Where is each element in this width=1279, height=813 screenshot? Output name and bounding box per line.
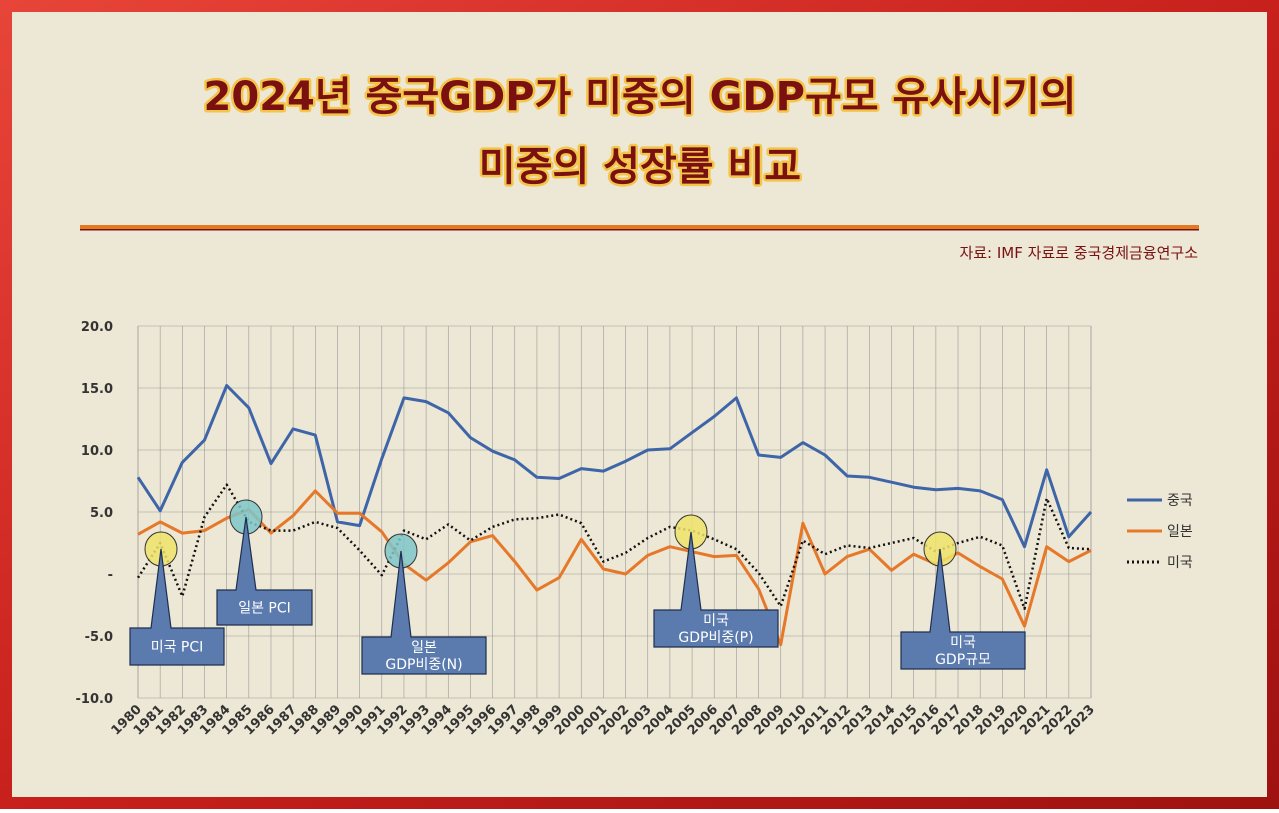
callout-box	[129, 548, 225, 666]
source: 자료: IMF 자료로 중국경제금융연구소	[959, 244, 1198, 262]
callout-box	[361, 550, 487, 675]
callout-box	[216, 516, 313, 626]
title-line: 2024년 중국GDP가 미중의 GDP규모 유사시기의	[204, 74, 1077, 120]
callout-box	[900, 548, 1026, 670]
callout-text: 일본	[411, 640, 437, 656]
title-rule	[80, 225, 1199, 229]
legend-label: 일본	[1167, 524, 1193, 540]
title-rule	[80, 229, 1199, 231]
y-tick-label: 5.0	[90, 506, 113, 521]
legend-label: 중국	[1167, 493, 1193, 509]
y-tick-label: -	[108, 568, 113, 583]
y-tick-label: -5.0	[85, 630, 113, 645]
y-tick-label: -10.0	[76, 692, 113, 707]
callout-text: 미국	[950, 635, 976, 651]
callout-text: GDP비중(N)	[385, 657, 462, 673]
legend-label: 미국	[1167, 555, 1193, 571]
y-tick-label: 10.0	[81, 444, 113, 459]
y-tick-label: 15.0	[81, 382, 113, 397]
callout-text: 미국 PCI	[151, 640, 204, 656]
callout-box	[653, 531, 779, 648]
callout-text: GDP규모	[935, 652, 991, 668]
title-line: 미중의 성장률 비교	[479, 144, 801, 190]
series-line	[136, 384, 1093, 549]
callout-text: GDP비중(P)	[678, 630, 753, 646]
background	[12, 12, 1267, 797]
callout-text: 일본 PCI	[238, 601, 291, 617]
y-tick-label: 20.0	[81, 320, 113, 335]
callout-text: 미국	[703, 613, 729, 629]
